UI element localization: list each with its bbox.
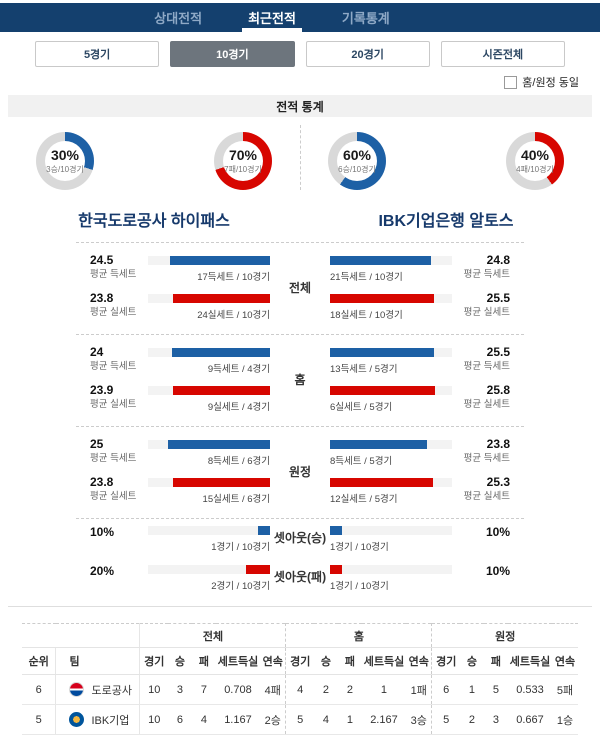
right-win-rate-sub: 6승/10경기 — [338, 164, 376, 174]
away-left-sets-won-avg: 25 — [90, 437, 104, 451]
setout-win-left-pct: 10% — [90, 525, 115, 539]
away-left-sets-lost-avg: 23.8 — [90, 475, 114, 489]
table-row-doro: 6 도로공사 10 3 7 0.708 4패 4 2 2 1 1패 6 1 5 … — [21, 674, 579, 705]
col-rank: 순위 — [21, 647, 56, 675]
left-team-name: 한국도로공사 하이패스 — [78, 213, 230, 230]
compare-section-away: 25 평균 득세트 8득세트 / 6경기 원정 8득세트 / 5경기 23.8 … — [90, 437, 510, 505]
donut-half-right: 60% 6승/10경기 40% 4패/10경기 — [300, 132, 592, 190]
stats-panel-title: 전적 통계 — [8, 95, 592, 117]
compare-section-total: 24.5 평균 득세트 17득세트 / 10경기 전체 21득세트 / 10경기… — [90, 253, 510, 321]
away-right-sets-lost-avg: 25.3 — [486, 475, 510, 489]
home-right-sets-won-bar — [330, 348, 452, 357]
rank-value: 6 — [21, 674, 56, 705]
setout-loss-row: 20% 2경기 / 10경기 셋아웃(패) 1경기 / 10경기 10% — [90, 564, 510, 592]
compare-section-title-away: 원정 — [288, 465, 312, 479]
group-header-row: 전체 홈 원정 — [21, 623, 579, 648]
team-name-cell: IBK기업 — [91, 714, 130, 727]
donut-area: 30% 3승/10경기 70% 7패/10경기 60% 6승/10경기 — [8, 117, 592, 192]
home-left-sets-won-bar — [148, 348, 270, 357]
home-left-sets-won-avg: 24 — [90, 345, 104, 359]
filter-10games-button[interactable]: 10경기 — [170, 41, 295, 67]
column-header-row: 순위 팀 경기 승 패 세트득실 연속 경기 승 패 세트득실 연속 경기 승 … — [21, 647, 579, 675]
filter-20games-button[interactable]: 20경기 — [305, 41, 430, 67]
total-left-sets-lost-avg: 23.8 — [90, 291, 114, 305]
total-left-sets-won-bar — [148, 256, 270, 265]
total-left-sets-won-avg: 24.5 — [90, 253, 114, 267]
total-right-sets-lost-avg: 25.5 — [486, 291, 510, 305]
total-left-sets-lost-bar — [148, 294, 270, 303]
right-team-name: IBK기업은행 알토스 — [378, 213, 514, 230]
setout-win-right-pct: 10% — [485, 525, 510, 539]
left-loss-rate-donut: 70% 7패/10경기 — [214, 132, 272, 190]
stats-panel: 전적 통계 30% 3승/10경기 70% 7패/10경기 60% 6승 — [8, 95, 592, 607]
away-left-sets-lost-bar — [148, 478, 270, 487]
setout-loss-title: 셋아웃(패) — [273, 570, 327, 584]
setout-loss-right-pct: 10% — [485, 564, 510, 578]
home-away-same-checkbox[interactable] — [504, 75, 518, 89]
left-win-rate-donut: 30% 3승/10경기 — [36, 132, 94, 190]
tab-record-stats[interactable]: 기록통계 — [341, 11, 390, 26]
setout-loss-right-bar — [330, 565, 452, 574]
team-names-row: 한국도로공사 하이패스 IBK기업은행 알토스 — [8, 192, 592, 242]
left-win-rate-sub: 3승/10경기 — [46, 164, 84, 174]
filter-season-button[interactable]: 시즌전체 — [440, 41, 565, 67]
tab-head-to-head[interactable]: 상대전적 — [154, 11, 203, 26]
table-row-ibk: 5 IBK기업 10 6 4 1.167 2승 5 4 1 2.167 3승 5… — [21, 704, 579, 735]
setout-loss-left-bar — [148, 565, 270, 574]
setout-win-right-bar — [330, 526, 452, 535]
standings-table: 전체 홈 원정 순위 팀 경기 승 패 세트득실 연속 경기 승 패 세트득실 … — [21, 623, 579, 735]
away-right-sets-lost-bar — [330, 478, 452, 487]
away-right-sets-won-avg: 23.8 — [486, 437, 510, 451]
setout-win-row: 10% 1경기 / 10경기 셋아웃(승) 1경기 / 10경기 10% — [90, 525, 510, 553]
home-right-sets-lost-avg: 25.8 — [486, 383, 510, 397]
compare-section-title-home: 홈 — [294, 373, 306, 387]
total-right-sets-won-avg: 24.8 — [486, 253, 510, 267]
home-away-same-row: 홈/원정 동일 — [21, 74, 579, 90]
ibk-logo-icon — [69, 712, 85, 727]
group-header-away: 원정 — [431, 623, 579, 648]
right-loss-rate-donut: 40% 4패/10경기 — [506, 132, 564, 190]
right-loss-rate-pct: 40% — [520, 146, 550, 163]
home-left-sets-lost-bar — [148, 386, 270, 395]
right-loss-rate-sub: 4패/10경기 — [516, 164, 554, 174]
rank-value: 5 — [21, 704, 56, 735]
doro-logo-icon — [69, 682, 85, 697]
section-separator — [76, 242, 524, 243]
col-team: 팀 — [55, 647, 140, 675]
left-loss-rate-pct: 70% — [228, 146, 258, 163]
donut-half-left: 30% 3승/10경기 70% 7패/10경기 — [8, 132, 300, 190]
compare-section-home: 24 평균 득세트 9득세트 / 4경기 홈 13득세트 / 5경기 25.5 … — [90, 345, 510, 413]
team-name-cell: 도로공사 — [91, 684, 132, 697]
total-right-sets-lost-bar — [330, 294, 452, 303]
setout-section: 10% 1경기 / 10경기 셋아웃(승) 1경기 / 10경기 10% 20%… — [8, 519, 592, 606]
compare-section-title-total: 전체 — [288, 281, 312, 295]
tab-recent-record[interactable]: 최근전적 — [240, 3, 304, 32]
setout-win-left-bar — [148, 526, 270, 535]
home-right-sets-lost-bar — [330, 386, 452, 395]
group-header-total: 전체 — [139, 623, 286, 648]
home-right-sets-won-avg: 25.5 — [486, 345, 510, 359]
left-loss-rate-sub: 7패/10경기 — [224, 164, 262, 174]
filter-5games-button[interactable]: 5경기 — [35, 41, 160, 67]
section-separator — [76, 518, 524, 519]
donut-divider — [300, 125, 301, 190]
home-away-same-label: 홈/원정 동일 — [522, 77, 579, 89]
section-separator — [76, 334, 524, 335]
away-left-sets-won-bar — [148, 440, 270, 449]
group-header-home: 홈 — [285, 623, 432, 648]
total-right-sets-won-bar — [330, 256, 452, 265]
top-tab-bar: 상대전적 최근전적 기록통계 — [0, 3, 600, 32]
home-left-sets-lost-avg: 23.9 — [90, 383, 114, 397]
setout-win-title: 셋아웃(승) — [273, 531, 327, 545]
away-right-sets-won-bar — [330, 440, 452, 449]
section-separator — [76, 426, 524, 427]
right-win-rate-donut: 60% 6승/10경기 — [328, 132, 386, 190]
game-count-filters: 5경기 10경기 20경기 시즌전체 — [35, 41, 565, 67]
right-win-rate-pct: 60% — [342, 146, 372, 163]
left-win-rate-pct: 30% — [50, 146, 80, 163]
setout-loss-left-pct: 20% — [90, 564, 115, 578]
